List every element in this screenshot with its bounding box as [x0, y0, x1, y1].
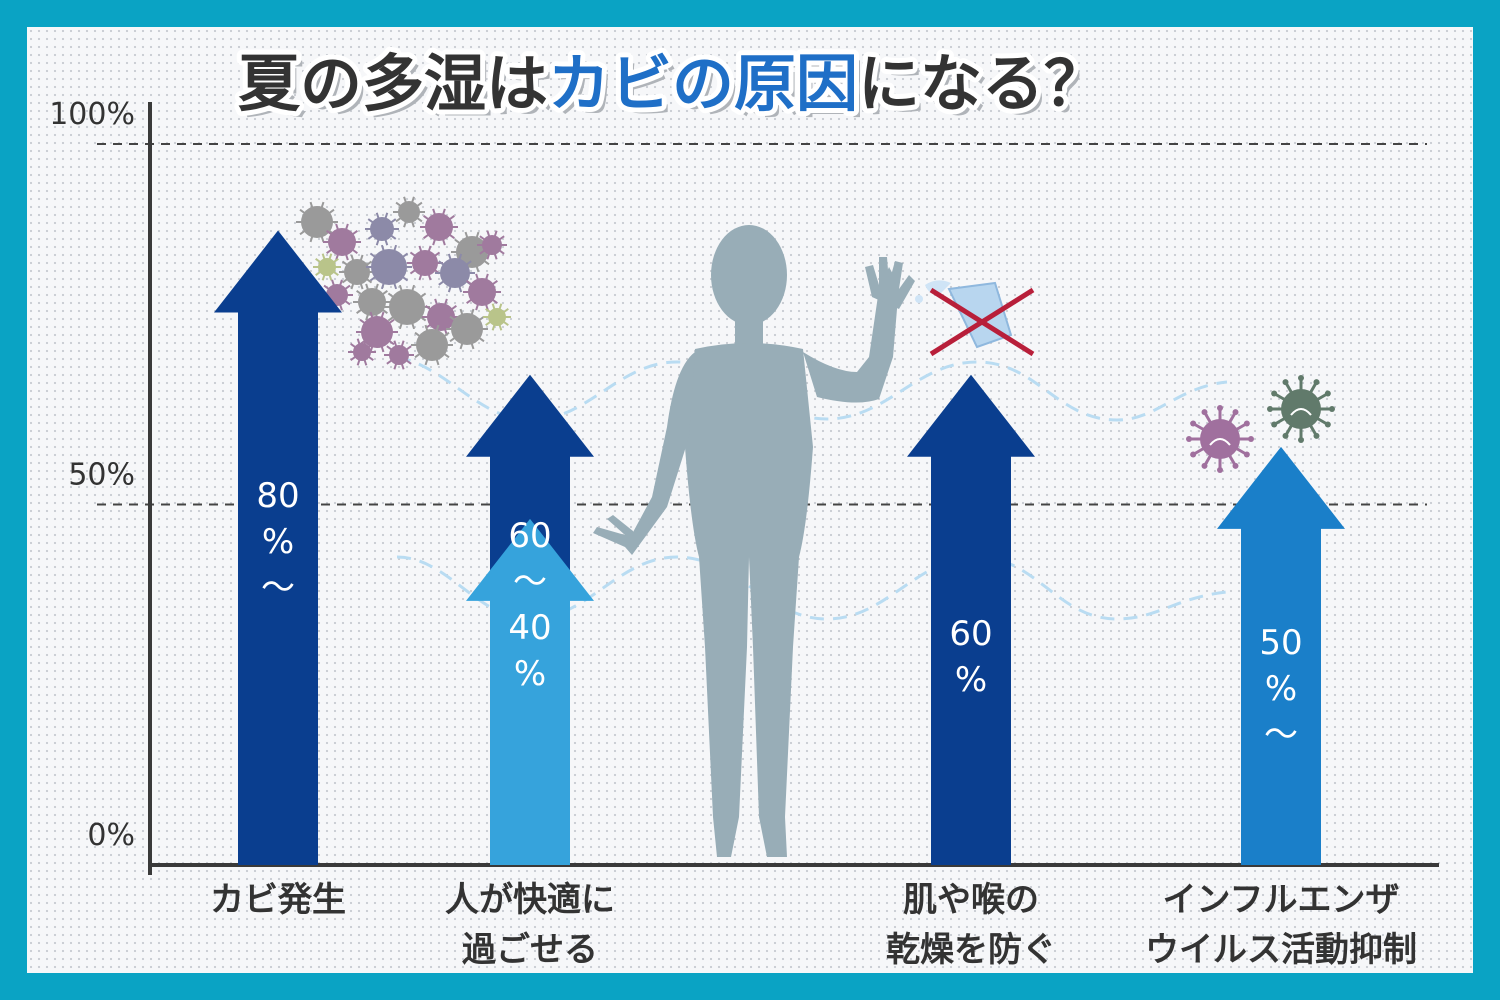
bar-value-label: %	[262, 522, 294, 562]
spore-icon	[411, 324, 453, 366]
chart-title: 夏の多湿はカビの原因になる？ 夏の多湿はカビの原因になる？	[233, 42, 1112, 126]
water-drop	[915, 295, 923, 303]
bars: 80% 〜 60 〜 40% 60% 50% 〜	[214, 230, 1345, 865]
virus-icon-pink	[1186, 405, 1254, 473]
spore-icon	[348, 338, 376, 366]
title-part3: になる？	[858, 47, 1106, 120]
spore-icon	[407, 245, 443, 281]
chart-title-main: 夏の多湿はカビの原因になる？	[238, 47, 1106, 120]
title-part1-shadow: 夏の多湿は	[244, 53, 554, 126]
mold-cluster-icon	[296, 196, 511, 370]
category-label: カビ発生	[210, 880, 346, 920]
y-tick-label: 100%	[49, 97, 135, 132]
spore-icon	[296, 201, 338, 243]
bar-value-label: 60	[949, 614, 992, 654]
title-part3-shadow: になる？	[864, 53, 1112, 126]
bar-value-label: 80	[256, 476, 299, 516]
bar-value-label: %	[955, 660, 987, 700]
left-arm	[625, 352, 695, 555]
human-silhouette-icon	[593, 225, 915, 857]
neck	[735, 315, 763, 347]
bar-value-label: %	[1265, 669, 1297, 709]
virus-icon-green	[1267, 375, 1335, 443]
right-leg	[749, 557, 799, 857]
spore-icon	[313, 253, 341, 281]
head	[711, 225, 787, 325]
title-part1: 夏の多湿は	[238, 47, 548, 120]
spore-icon	[365, 212, 399, 246]
left-hand	[593, 515, 639, 547]
bar-value-label: 〜	[261, 568, 295, 608]
y-axis-ticks: 0% 50% 100%	[49, 97, 135, 853]
left-leg	[699, 557, 749, 857]
chart-frame: 夏の多湿はカビの原因になる？ 夏の多湿はカビの原因になる？	[27, 27, 1473, 973]
y-tick-label: 50%	[68, 458, 135, 493]
y-tick-label: 0%	[87, 818, 135, 853]
spore-icon	[384, 340, 414, 370]
bar-value-label: 60	[508, 516, 551, 556]
virus-icon	[1186, 375, 1335, 473]
bar-arrow-1	[214, 230, 342, 865]
spore-icon	[356, 311, 398, 353]
right-arm	[803, 267, 899, 403]
bar-value-label: 〜	[1264, 715, 1298, 755]
bar-value-label: 50	[1259, 623, 1302, 663]
spore-icon	[446, 308, 488, 350]
category-label: 人が快適に	[445, 880, 615, 920]
spore-icon	[339, 254, 375, 290]
bar-arrow-3	[907, 374, 1035, 865]
bar-arrow-4	[1217, 446, 1345, 865]
spore-icon	[366, 244, 412, 290]
bar-value-label: %	[514, 654, 546, 694]
category-label: 肌や喉の	[903, 880, 1039, 920]
spore-icon	[477, 230, 507, 260]
category-label: インフルエンザ	[1163, 880, 1400, 920]
torso	[685, 343, 813, 557]
humidity-chart: 夏の多湿はカビの原因になる？ 夏の多湿はカビの原因になる？	[49, 42, 1439, 970]
spore-icon	[463, 273, 501, 311]
cross-line-2	[929, 287, 1035, 357]
spore-icon	[483, 303, 511, 331]
category-label: 乾燥を防ぐ	[886, 930, 1056, 970]
bar-value-label: 〜	[513, 562, 547, 602]
spore-icon	[393, 196, 425, 228]
spore-icon	[323, 223, 361, 261]
spore-icon	[435, 253, 475, 293]
spore-icon	[384, 284, 430, 330]
title-part2: カビの原因	[548, 47, 858, 120]
category-label: 過ごせる	[462, 930, 598, 970]
bar-arrow-2-low	[466, 518, 594, 865]
red-cross-icon	[929, 287, 1035, 357]
spore-icon	[420, 208, 458, 246]
title-part2-shadow: カビの原因	[554, 53, 864, 126]
chart-title-shadow: 夏の多湿はカビの原因になる？	[244, 53, 1112, 126]
category-label: ウイルス活動抑制	[1145, 930, 1417, 970]
raised-hand	[865, 257, 915, 309]
bar-value-label: 40	[508, 608, 551, 648]
